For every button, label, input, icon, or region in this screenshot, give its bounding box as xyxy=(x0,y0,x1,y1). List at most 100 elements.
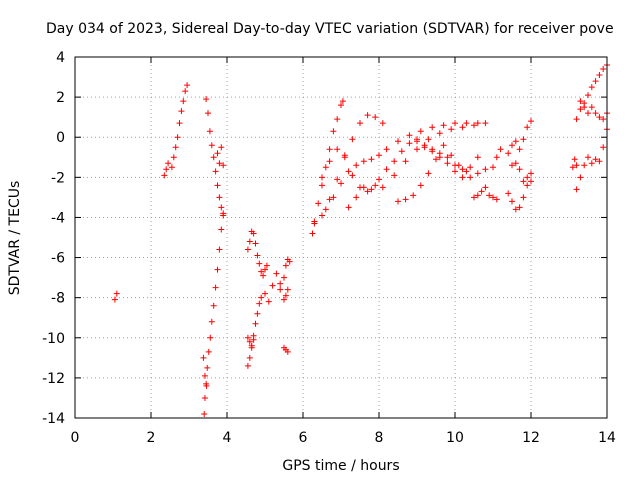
data-point xyxy=(455,162,462,169)
data-point xyxy=(406,132,413,139)
data-point xyxy=(444,160,451,167)
data-point xyxy=(204,364,211,371)
y-tick-label: 0 xyxy=(56,130,65,146)
data-point xyxy=(585,110,591,117)
data-point xyxy=(592,156,599,163)
data-point xyxy=(414,138,420,145)
data-point xyxy=(391,172,398,179)
data-point xyxy=(256,260,263,267)
data-point xyxy=(452,168,458,175)
data-point xyxy=(490,194,496,201)
data-point xyxy=(577,106,584,113)
y-axis-label: SDTVAR / TECUs xyxy=(7,181,23,296)
data-point xyxy=(281,274,287,281)
data-point xyxy=(315,200,322,207)
data-point xyxy=(210,302,217,309)
data-point xyxy=(512,160,519,167)
grid-lines xyxy=(75,57,607,418)
x-tick-label: 4 xyxy=(223,430,232,446)
data-point xyxy=(512,138,519,145)
data-point xyxy=(284,286,291,293)
data-point xyxy=(309,230,316,237)
data-point xyxy=(201,394,208,401)
y-tick-label: -2 xyxy=(51,170,65,186)
x-tick-label: 12 xyxy=(522,430,540,446)
data-point xyxy=(482,120,489,127)
data-point xyxy=(463,168,470,175)
data-point xyxy=(282,262,289,269)
data-point xyxy=(165,160,172,167)
series-arc-g2 xyxy=(277,286,291,303)
data-point xyxy=(395,198,401,205)
series-arc-d xyxy=(201,210,227,417)
series-arc-q xyxy=(505,178,534,213)
data-point xyxy=(334,116,341,123)
data-point xyxy=(364,188,371,195)
data-point xyxy=(345,204,352,211)
data-point xyxy=(509,162,515,169)
data-point xyxy=(174,134,181,141)
series-arc-u xyxy=(573,126,610,193)
data-point xyxy=(372,114,379,121)
data-point xyxy=(528,170,534,177)
series-arc-t xyxy=(577,98,610,123)
data-point xyxy=(214,266,221,273)
data-point xyxy=(244,246,251,253)
series-arc-o xyxy=(471,184,500,203)
data-point xyxy=(161,172,168,179)
data-point xyxy=(493,154,500,161)
data-point xyxy=(282,292,289,299)
data-point xyxy=(505,190,512,197)
data-point xyxy=(600,116,607,123)
data-point xyxy=(592,110,599,117)
data-point xyxy=(319,182,325,189)
data-point xyxy=(339,98,346,105)
data-point xyxy=(444,154,451,161)
series-arc-k xyxy=(319,122,477,195)
data-point xyxy=(252,240,259,247)
data-point xyxy=(208,142,215,149)
data-point xyxy=(471,194,477,201)
data-point xyxy=(395,138,401,145)
data-point xyxy=(414,146,420,153)
data-point xyxy=(368,186,375,193)
data-point xyxy=(172,144,179,151)
data-point xyxy=(220,162,227,169)
data-point xyxy=(425,170,432,177)
data-point xyxy=(398,148,405,155)
data-point xyxy=(206,128,213,135)
data-point xyxy=(509,142,515,149)
data-point xyxy=(573,186,580,193)
series-isolated xyxy=(111,290,120,303)
data-point xyxy=(505,150,512,157)
data-point xyxy=(571,156,578,163)
data-point xyxy=(383,146,390,153)
data-point xyxy=(180,98,187,105)
y-tick-label: -4 xyxy=(51,210,65,226)
data-point xyxy=(201,372,208,379)
data-point xyxy=(429,148,436,155)
data-point xyxy=(360,158,367,165)
data-point xyxy=(214,182,221,189)
series-arc-b xyxy=(168,82,191,171)
data-point xyxy=(417,182,424,189)
data-point xyxy=(212,168,219,175)
x-tick-label: 10 xyxy=(446,430,464,446)
data-point xyxy=(248,344,255,351)
data-point xyxy=(581,104,588,111)
data-point xyxy=(176,120,183,127)
series-arc-f xyxy=(244,256,293,369)
data-point xyxy=(391,158,398,165)
data-point xyxy=(319,212,325,219)
data-point xyxy=(379,184,386,191)
data-point xyxy=(402,158,409,165)
series-arc-c2 xyxy=(214,144,227,169)
data-point xyxy=(254,252,261,259)
data-point xyxy=(334,146,341,153)
y-tick-label: 2 xyxy=(56,90,65,106)
series-arc-l xyxy=(345,136,481,211)
data-point xyxy=(216,160,223,167)
series-arc-p xyxy=(505,118,534,157)
series-arc-d2 xyxy=(200,354,210,389)
data-point xyxy=(478,188,485,195)
